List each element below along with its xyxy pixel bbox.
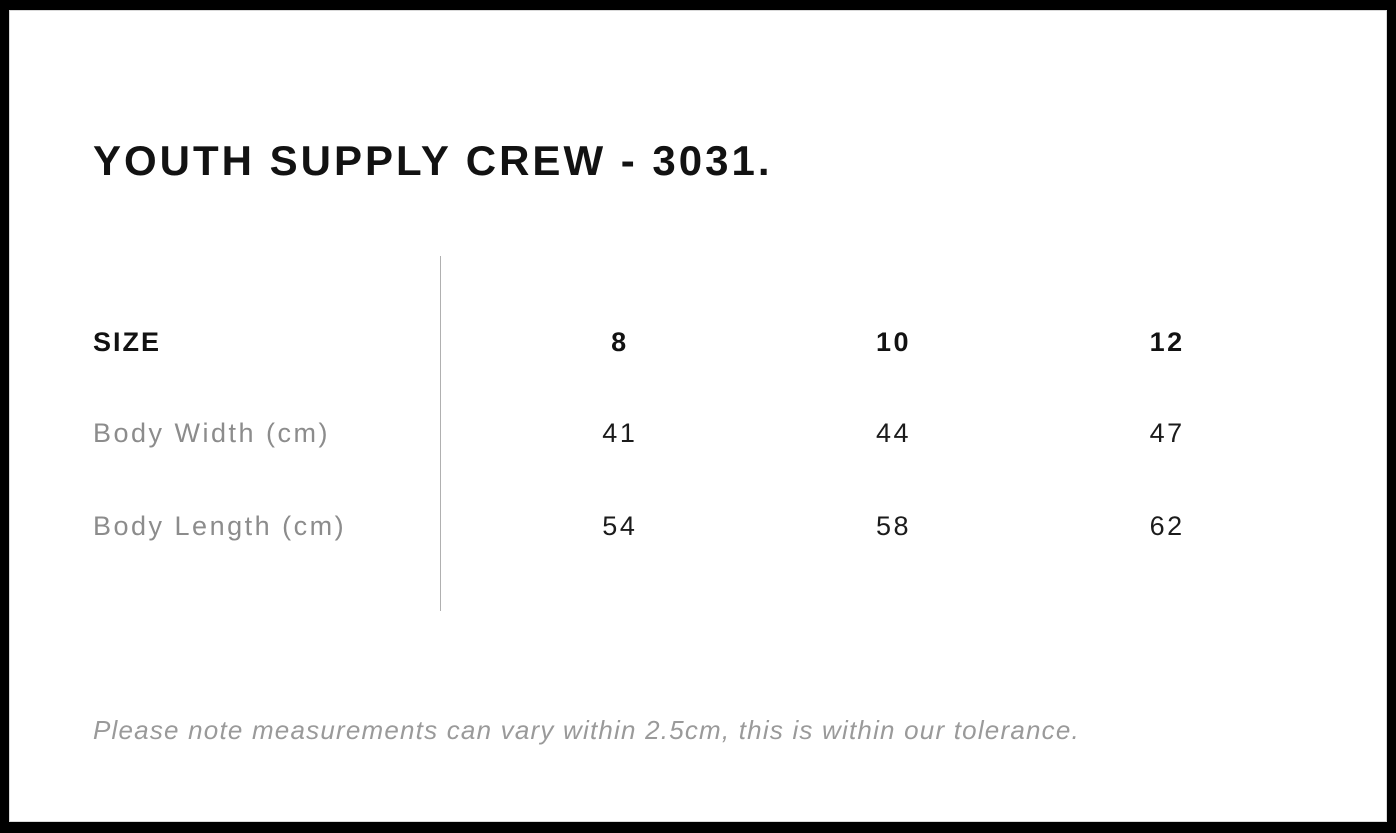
body-width-size-12-value: 47 [1149,417,1185,448]
size-table-header-row: SIZE 8 10 12 [93,324,1304,360]
body-length-size-12-value: 62 [1149,510,1185,541]
size-column-header-8: 8 [611,326,629,357]
body-length-size-10-value: 58 [875,510,912,541]
tolerance-note: Please note measurements can vary within… [93,715,1080,745]
size-header-label: SIZE [93,326,162,357]
size-column-header-10: 10 [875,326,912,357]
size-column-header-12: 12 [1149,326,1185,357]
table-row-body-width: Body Width (cm) 41 44 47 [93,415,1304,451]
table-vertical-divider [440,256,441,611]
body-width-size-10-value: 44 [875,417,912,448]
body-length-size-8-value: 54 [602,510,638,541]
row-label-body-width: Body Width (cm) [93,417,331,448]
body-width-size-8-value: 41 [602,417,638,448]
page-title: YOUTH SUPPLY CREW - 3031. [93,137,773,185]
row-label-body-length: Body Length (cm) [93,510,347,541]
table-row-body-length: Body Length (cm) 54 58 62 [93,508,1304,544]
